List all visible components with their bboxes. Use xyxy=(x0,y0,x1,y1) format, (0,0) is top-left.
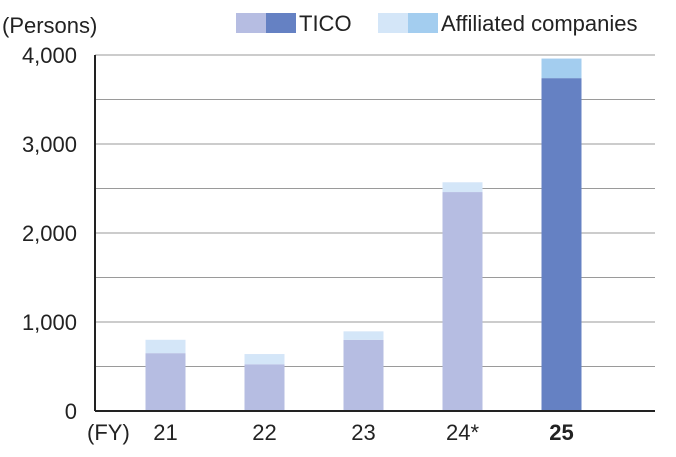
x-tick-label: 24* xyxy=(446,420,479,445)
bar-affiliated xyxy=(343,331,384,340)
x-tick-label: 25 xyxy=(549,420,573,445)
x-axis-label: (FY) xyxy=(87,420,130,445)
y-tick-label: 1,000 xyxy=(22,310,77,335)
legend-swatch-tico-highlight xyxy=(266,13,296,33)
bar-tico xyxy=(244,364,285,411)
legend-swatch-affiliated-past xyxy=(378,13,408,33)
x-tick-labels: (FY) 21 22 23 24* 25 xyxy=(87,420,574,445)
bar-tico xyxy=(343,339,384,411)
legend-swatch-tico-past xyxy=(236,13,266,33)
y-tick-label: 4,000 xyxy=(22,43,77,68)
legend-swatch-affiliated-highlight xyxy=(408,13,438,33)
legend-label-affiliated: Affiliated companies xyxy=(441,11,638,36)
legend: TICO Affiliated companies xyxy=(236,11,638,36)
x-tick-label: 22 xyxy=(252,420,276,445)
x-tick-label: 23 xyxy=(351,420,375,445)
bar-affiliated xyxy=(145,339,186,354)
bar-tico xyxy=(145,353,186,411)
gridlines xyxy=(95,54,655,367)
bar-affiliated xyxy=(442,182,483,193)
y-tick-label: 0 xyxy=(65,399,77,424)
bar-affiliated xyxy=(244,354,285,365)
axes xyxy=(94,55,655,412)
bars xyxy=(145,58,582,411)
y-tick-label: 2,000 xyxy=(22,221,77,246)
bar-tico xyxy=(442,192,483,411)
legend-label-tico: TICO xyxy=(299,11,352,36)
unit-label: (Persons) xyxy=(2,13,97,38)
x-tick-label: 21 xyxy=(153,420,177,445)
y-tick-label: 3,000 xyxy=(22,132,77,157)
y-tick-labels: 0 1,000 2,000 3,000 4,000 xyxy=(22,43,77,424)
bar-tico xyxy=(541,78,582,411)
bar-affiliated xyxy=(541,58,582,79)
